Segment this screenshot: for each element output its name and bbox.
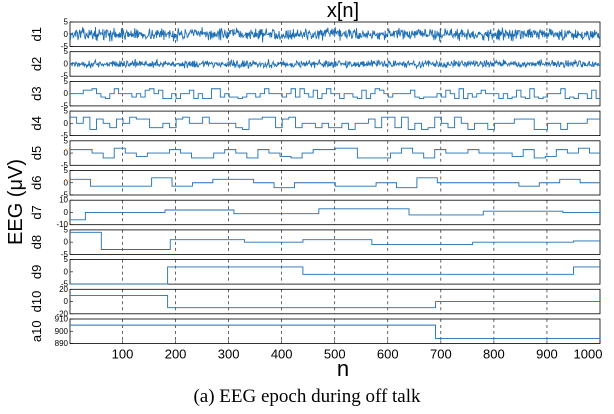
panel-label-d3: d3 xyxy=(29,86,44,100)
x-tick-label: 700 xyxy=(430,347,452,362)
panel-d9: 5 0 -5 d9 xyxy=(29,255,601,289)
y-tick-label: 0 xyxy=(64,178,69,187)
y-tick-label: -5 xyxy=(61,72,69,81)
x-tick-label: 100 xyxy=(112,347,134,362)
y-tick-label: -5 xyxy=(61,101,69,110)
panel-d2: 5 0 -5 d2 xyxy=(29,47,601,81)
y-tick-label: 0 xyxy=(64,238,69,247)
panel-label-d8: d8 xyxy=(29,235,44,249)
x-tick-label: 900 xyxy=(536,347,558,362)
panel-d4: 5 0 -5 d4 xyxy=(29,107,601,140)
series-d5 xyxy=(70,147,601,159)
y-tick-label: 5 xyxy=(64,136,69,145)
series-d6 xyxy=(70,177,601,189)
y-tick-label: -5 xyxy=(61,161,69,170)
y-tick-label: 0 xyxy=(64,297,69,306)
panel-label-d1: d1 xyxy=(29,27,44,41)
y-tick-label: 900 xyxy=(55,327,69,336)
series-d9 xyxy=(70,266,600,285)
x-tick-label: 200 xyxy=(165,347,187,362)
panel-label-a10: a10 xyxy=(29,320,44,342)
x-tick-label: 400 xyxy=(271,347,293,362)
y-tick-label: 0 xyxy=(64,149,69,158)
series-a10 xyxy=(70,324,600,340)
y-tick-label: 5 xyxy=(64,18,69,27)
series-d1 xyxy=(69,26,601,43)
panel-d1: 5 0 -5 d1 xyxy=(29,18,601,51)
y-tick-label: 0 xyxy=(64,30,69,39)
y-tick-label: 0 xyxy=(64,208,69,217)
x-tick-label: 600 xyxy=(377,347,399,362)
x-tick-label: 800 xyxy=(483,347,505,362)
panel-a10: 910 900 890 a10 xyxy=(29,315,601,348)
x-tick-label: 500 xyxy=(324,347,346,362)
panel-d5: 5 0 -5 d5 xyxy=(29,136,601,170)
y-tick-label: 5 xyxy=(64,107,69,116)
y-tick-label: 0 xyxy=(64,119,69,128)
y-tick-label: 5 xyxy=(64,77,69,86)
y-tick-label: 5 xyxy=(64,255,69,264)
y-tick-label: 10 xyxy=(59,196,68,205)
y-tick-label: 0 xyxy=(64,89,69,98)
series-d8 xyxy=(70,231,600,250)
y-tick-label: 5 xyxy=(64,225,69,234)
panel-stack: 5 0 -5 d1 5 0 -5 d2 5 0 -5 d3 5 0 -5 d4 5 0 -5 d5 5 0 -5 d6 10 0 -… xyxy=(29,18,601,348)
y-tick-label: 20 xyxy=(59,285,68,294)
panel-d7: 10 0 -10 d7 xyxy=(29,196,601,229)
panel-d8: 5 0 -5 d8 xyxy=(29,225,601,259)
y-tick-label: 5 xyxy=(64,166,69,175)
panel-label-d10: d10 xyxy=(29,291,44,313)
panel-d3: 5 0 -5 d3 xyxy=(29,77,601,110)
y-tick-label: -5 xyxy=(61,280,69,289)
panel-label-d5: d5 xyxy=(29,146,44,160)
panel-label-d7: d7 xyxy=(29,205,44,219)
panel-label-d2: d2 xyxy=(29,57,44,71)
y-tick-label: -5 xyxy=(61,250,69,259)
y-tick-label: -10 xyxy=(56,220,68,229)
panel-label-d4: d4 xyxy=(29,116,44,130)
series-d4 xyxy=(70,116,601,130)
panel-d6: 5 0 -5 d6 xyxy=(29,166,601,200)
x-axis-label: n xyxy=(337,356,349,381)
figure-caption: (a) EEG epoch during off talk xyxy=(193,386,421,407)
y-axis-label: EEG (μV) xyxy=(5,159,27,245)
series-d10 xyxy=(70,294,600,309)
y-tick-label: 0 xyxy=(64,267,69,276)
y-tick-label: -5 xyxy=(61,131,69,140)
y-tick-label: 0 xyxy=(64,59,69,68)
y-tick-label: -20 xyxy=(56,309,68,318)
panel-label-d9: d9 xyxy=(29,265,44,279)
series-d3 xyxy=(70,88,601,100)
x-axis: 100 200 300 400 500 600 700 800 900 1000 xyxy=(112,340,603,362)
series-d2 xyxy=(69,58,601,70)
y-tick-label: -5 xyxy=(61,42,69,51)
panel-d10: 20 0 -20 d10 xyxy=(29,285,601,318)
x-tick-label: 1000 xyxy=(574,347,603,362)
series-d7 xyxy=(70,208,600,221)
y-tick-label: 910 xyxy=(55,315,69,324)
x-tick-label: 300 xyxy=(218,347,240,362)
chart-title: x[n] xyxy=(327,0,359,22)
y-tick-label: 5 xyxy=(64,47,69,56)
y-tick-label: 890 xyxy=(55,339,69,348)
y-tick-label: -5 xyxy=(61,191,69,200)
panel-label-d6: d6 xyxy=(29,176,44,190)
